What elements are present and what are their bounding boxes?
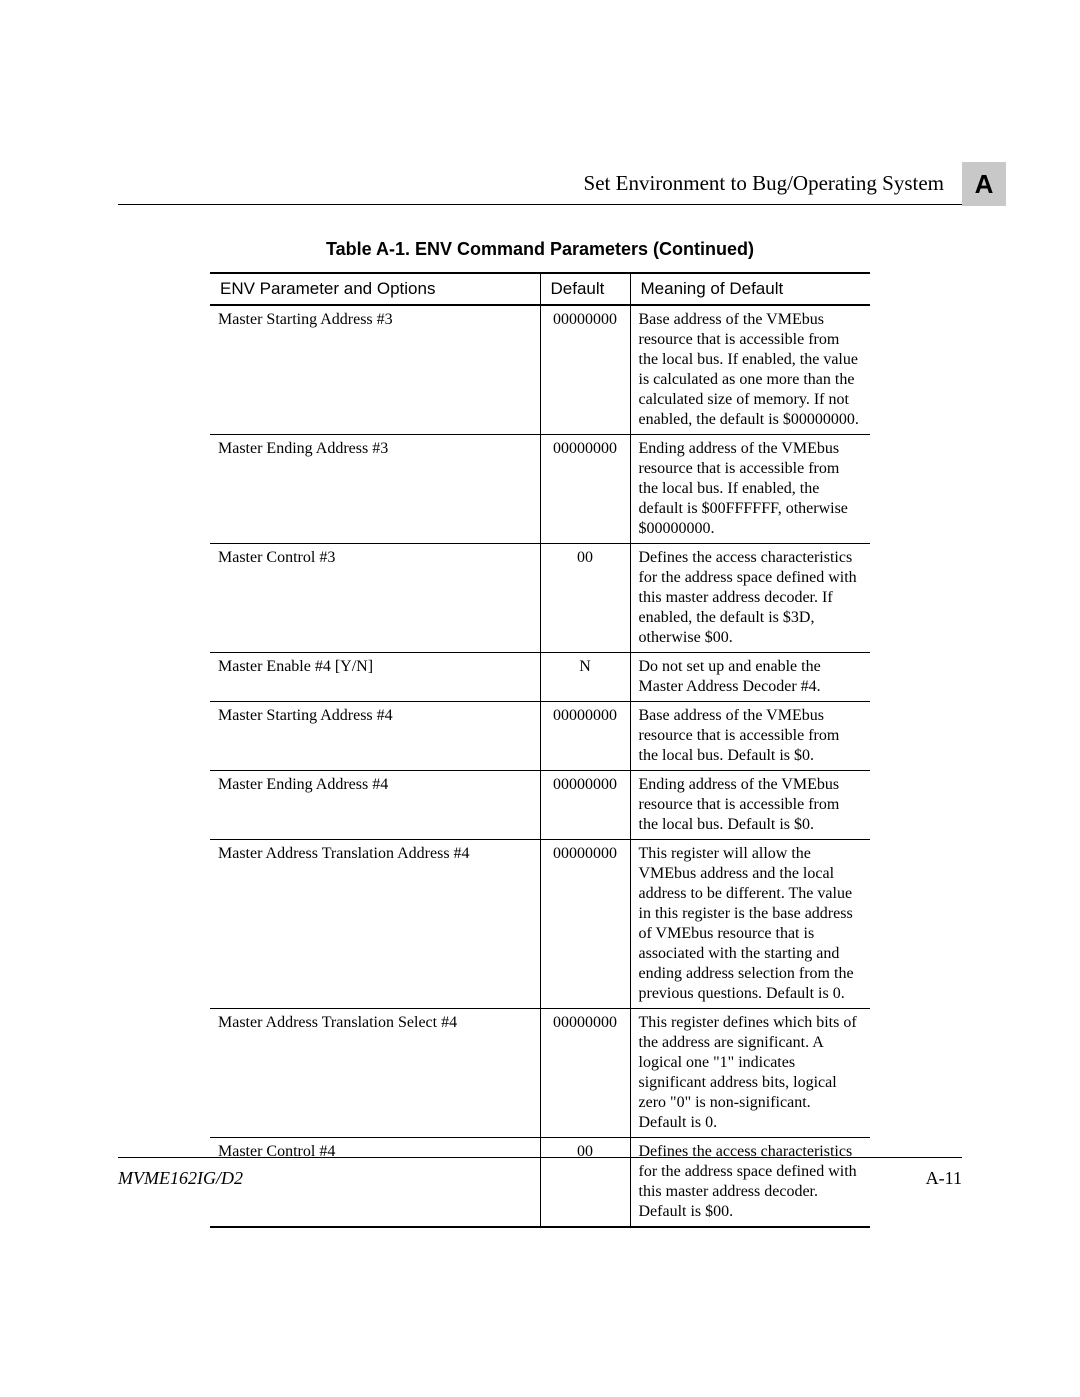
table-row: Master Address Translation Address #4000… xyxy=(210,840,870,1009)
cell-param: Master Enable #4 [Y/N] xyxy=(210,653,540,702)
cell-param: Master Starting Address #3 xyxy=(210,305,540,435)
cell-default: N xyxy=(540,653,630,702)
footer-doc-id: MVME162IG/D2 xyxy=(118,1168,243,1189)
page: Set Environment to Bug/Operating System … xyxy=(0,0,1080,1397)
cell-param: Master Starting Address #4 xyxy=(210,702,540,771)
table-row: Master Starting Address #400000000Base a… xyxy=(210,702,870,771)
table-body: Master Starting Address #300000000Base a… xyxy=(210,305,870,1227)
table-row: Master Ending Address #400000000Ending a… xyxy=(210,771,870,840)
cell-meaning: Defines the access characteristics for t… xyxy=(630,544,870,653)
cell-default: 00000000 xyxy=(540,305,630,435)
cell-default: 00000000 xyxy=(540,1009,630,1138)
cell-default: 00000000 xyxy=(540,771,630,840)
column-header-meaning: Meaning of Default xyxy=(630,273,870,305)
footer-rule xyxy=(118,1157,962,1158)
footer-page-number: A-11 xyxy=(926,1168,962,1189)
column-header-param: ENV Parameter and Options xyxy=(210,273,540,305)
cell-param: Master Control #3 xyxy=(210,544,540,653)
cell-meaning: Ending address of the VMEbus resource th… xyxy=(630,771,870,840)
page-footer: MVME162IG/D2 A-11 xyxy=(118,1157,962,1189)
cell-meaning: This register will allow the VMEbus addr… xyxy=(630,840,870,1009)
table-row: Master Enable #4 [Y/N]NDo not set up and… xyxy=(210,653,870,702)
cell-meaning: Ending address of the VMEbus resource th… xyxy=(630,435,870,544)
cell-param: Master Address Translation Select #4 xyxy=(210,1009,540,1138)
page-header: Set Environment to Bug/Operating System … xyxy=(118,160,962,204)
cell-param: Master Ending Address #4 xyxy=(210,771,540,840)
table-row: Master Address Translation Select #40000… xyxy=(210,1009,870,1138)
env-parameters-table: ENV Parameter and Options Default Meanin… xyxy=(210,272,870,1228)
column-header-default: Default xyxy=(540,273,630,305)
table-header-row: ENV Parameter and Options Default Meanin… xyxy=(210,273,870,305)
cell-meaning: This register defines which bits of the … xyxy=(630,1009,870,1138)
header-title: Set Environment to Bug/Operating System xyxy=(118,171,944,204)
cell-default: 00000000 xyxy=(540,702,630,771)
table-row: Master Control #300Defines the access ch… xyxy=(210,544,870,653)
cell-meaning: Base address of the VMEbus resource that… xyxy=(630,305,870,435)
cell-param: Master Address Translation Address #4 xyxy=(210,840,540,1009)
cell-meaning: Do not set up and enable the Master Addr… xyxy=(630,653,870,702)
cell-default: 00000000 xyxy=(540,840,630,1009)
cell-default: 00 xyxy=(540,544,630,653)
header-rule xyxy=(118,204,962,205)
appendix-tab: A xyxy=(962,162,1006,206)
cell-param: Master Ending Address #3 xyxy=(210,435,540,544)
footer-row: MVME162IG/D2 A-11 xyxy=(118,1168,962,1189)
cell-default: 00000000 xyxy=(540,435,630,544)
table-row: Master Ending Address #300000000Ending a… xyxy=(210,435,870,544)
cell-meaning: Base address of the VMEbus resource that… xyxy=(630,702,870,771)
table-row: Master Starting Address #300000000Base a… xyxy=(210,305,870,435)
table-caption: Table A-1. ENV Command Parameters (Conti… xyxy=(118,239,962,260)
